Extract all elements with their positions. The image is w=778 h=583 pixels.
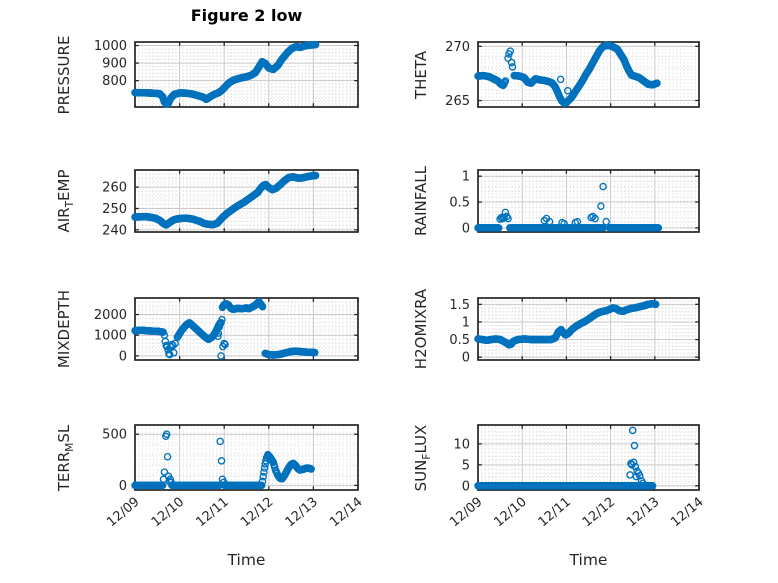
axes-terr_msl: 0 500 12/09 12/10 12/11 12/12 12/13 12/14: [102, 424, 366, 530]
subplot-sunflux: 0 5 10 12/09 12/10 12/11 12/12 12/13 12/14: [447, 424, 707, 530]
y-tick-label: 240: [102, 223, 127, 238]
scatter-series: [131, 40, 320, 108]
y-tick-label: 0.5: [449, 333, 470, 348]
scatter-series: [474, 182, 663, 232]
y-tick-label: 800: [102, 74, 127, 89]
y-tick-label: 1: [462, 315, 470, 330]
subplot-terrmsl: 0 500 12/09 12/10 12/11 12/12 12/13 12/14: [102, 424, 366, 530]
axes-air_temp: 240 250 260: [102, 169, 359, 238]
subplot-theta: 265 270: [445, 40, 700, 109]
x-tick-label: 12/10: [149, 495, 187, 531]
y-tick-label: 10: [453, 437, 470, 452]
scatter-series: [474, 426, 657, 490]
x-tick-label: 12/12: [238, 495, 276, 531]
subplot-mixdepth: 0 1000 2000: [94, 297, 359, 364]
x-tick-label: 12/09: [104, 495, 142, 531]
ylabel-sunflux: SUNFLUX: [412, 424, 433, 491]
y-tick-label: 0: [119, 479, 127, 494]
y-tick-label: 500: [102, 428, 127, 443]
axes-h2omixra: 0 0.5 1 1.5: [449, 297, 700, 366]
scatter-series: [131, 171, 320, 229]
y-tick-label: 2000: [94, 308, 127, 323]
y-tick-label: 0: [462, 351, 470, 366]
x-tick-label: 12/12: [580, 495, 618, 531]
scatter-series: [474, 41, 661, 107]
axes-pressure: 800 900 1000: [94, 39, 359, 108]
scatter-series: [474, 299, 660, 349]
y-tick-label: 1: [462, 170, 470, 185]
subplot-h2omixra: 0 0.5 1 1.5: [449, 297, 700, 366]
axes-rainfall: 00.51: [449, 169, 700, 236]
x-tick-label: 12/11: [536, 495, 574, 531]
y-tick-label: 0: [119, 349, 127, 364]
x-tick-label: 12/14: [668, 495, 706, 531]
y-tick-label: 0: [462, 221, 470, 236]
axes-sun_flux: 0 5 10 12/09 12/10 12/11 12/12 12/13 12/14: [447, 424, 707, 530]
x-tick-label: 12/14: [327, 495, 365, 531]
y-tick-label: 1000: [94, 329, 127, 344]
x-tick-label: 12/09: [447, 495, 485, 531]
figure-title: Figure 2 low: [190, 6, 303, 25]
axes-mixdepth: 0 1000 2000: [94, 297, 359, 364]
xlabel-time-right: Time: [569, 551, 608, 569]
y-tick-label: 265: [445, 94, 470, 109]
y-tick-label: 270: [445, 40, 470, 55]
axes-theta: 265 270: [445, 40, 700, 109]
x-tick-label: 12/13: [283, 495, 321, 531]
subplot-pressure: 800 900 1000: [94, 39, 359, 108]
scatter-series: [131, 430, 315, 490]
y-tick-label: 260: [102, 181, 127, 196]
x-tick-label: 12/13: [624, 495, 662, 531]
subplot-rainfall: 0 0.5 1: [449, 169, 700, 236]
y-tick-label: 0.5: [449, 196, 470, 211]
subplot-airtemp: 240 250 260: [102, 169, 359, 238]
x-tick-label: 12/11: [193, 495, 231, 531]
y-tick-label: 0: [462, 479, 470, 494]
ylabel-terrmsl: TERRMSL: [55, 424, 76, 491]
y-tick-label: 250: [102, 202, 127, 217]
y-tick-label: 5: [462, 458, 470, 473]
scatter-series: [131, 297, 319, 360]
x-tick-label: 12/10: [491, 495, 529, 531]
y-tick-label: 900: [102, 57, 127, 72]
y-tick-label: 1.5: [449, 298, 470, 313]
y-tick-label: 1000: [94, 39, 127, 54]
xlabel-time-left: Time: [227, 551, 266, 569]
